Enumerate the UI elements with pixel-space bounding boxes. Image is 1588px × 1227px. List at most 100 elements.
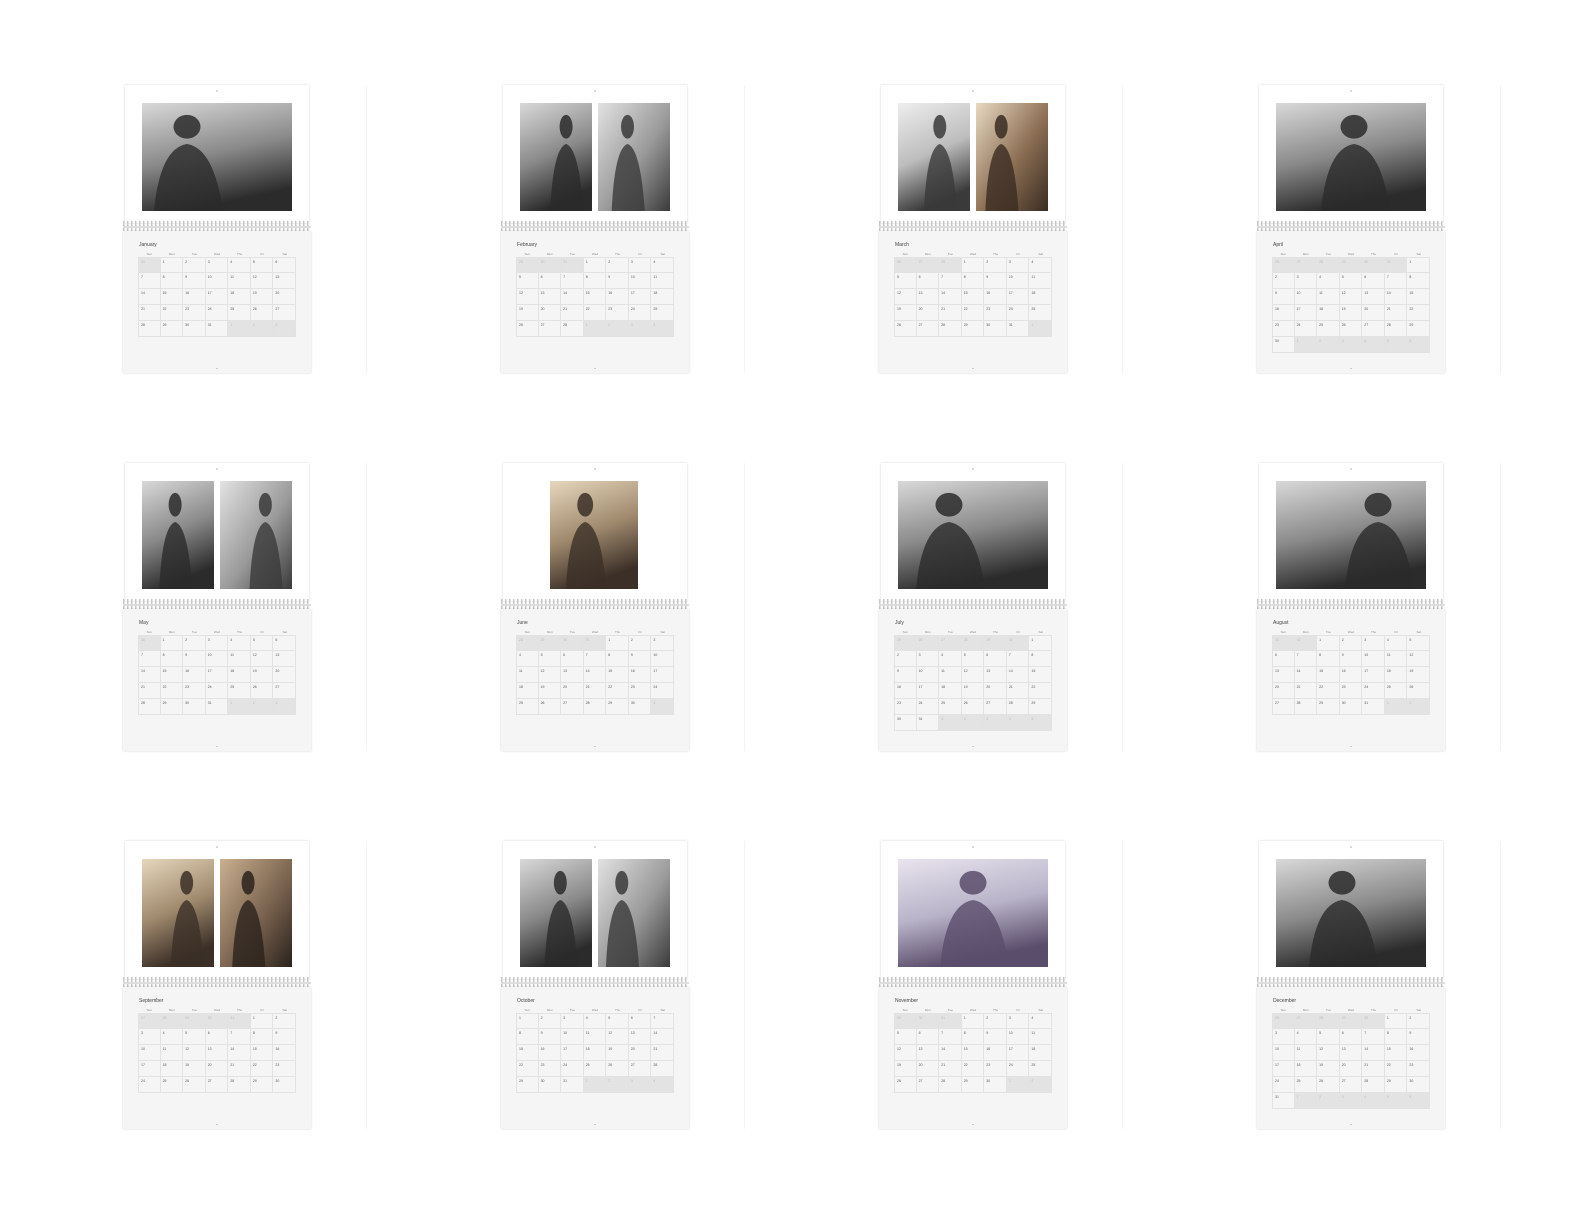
day-cell[interactable]: 24	[651, 683, 674, 699]
day-cell[interactable]: 2	[273, 1013, 296, 1029]
day-cell[interactable]: 25	[516, 699, 539, 715]
day-cell[interactable]: 16	[273, 1045, 296, 1061]
day-cell[interactable]: 28	[651, 1061, 674, 1077]
day-cell[interactable]: 21	[939, 1061, 962, 1077]
out-of-month-day[interactable]: 29	[516, 257, 539, 273]
day-cell[interactable]: 20	[984, 683, 1007, 699]
day-cell[interactable]: 28	[1362, 1077, 1385, 1093]
day-cell[interactable]: 5	[1407, 635, 1430, 651]
day-cell[interactable]: 26	[516, 321, 539, 337]
day-cell[interactable]: 3	[1006, 1013, 1030, 1029]
day-cell[interactable]: 22	[583, 305, 607, 321]
day-cell[interactable]: 19	[538, 683, 562, 699]
out-of-month-day[interactable]: 3	[628, 321, 652, 337]
day-cell[interactable]: 31	[1272, 1093, 1295, 1109]
day-cell[interactable]: 30	[984, 1077, 1007, 1093]
day-cell[interactable]: 5	[894, 1029, 917, 1045]
day-cell[interactable]: 28	[939, 321, 962, 337]
day-cell[interactable]: 14	[583, 667, 607, 683]
day-cell[interactable]: 29	[606, 699, 629, 715]
out-of-month-day[interactable]: 27	[939, 635, 962, 651]
day-cell[interactable]: 10	[1294, 289, 1318, 305]
out-of-month-day[interactable]: 2	[606, 321, 629, 337]
day-cell[interactable]: 26	[894, 321, 917, 337]
day-cell[interactable]: 10	[628, 273, 652, 289]
day-cell[interactable]: 4	[228, 257, 251, 273]
out-of-month-day[interactable]: 29	[538, 635, 562, 651]
day-cell[interactable]: 16	[628, 667, 652, 683]
day-cell[interactable]: 29	[1029, 699, 1052, 715]
out-of-month-day[interactable]: 3	[984, 715, 1007, 731]
day-cell[interactable]: 19	[894, 1061, 917, 1077]
day-cell[interactable]: 23	[984, 1061, 1007, 1077]
day-cell[interactable]: 9	[273, 1029, 296, 1045]
day-cell[interactable]: 1	[1384, 1013, 1408, 1029]
day-cell[interactable]: 15	[961, 1045, 985, 1061]
day-cell[interactable]: 19	[183, 1061, 206, 1077]
out-of-month-day[interactable]: 30	[205, 1013, 229, 1029]
calendar-august[interactable]: August Sun Mon Tue Wed Thu Fri Sat 30 31 1 2 3 4 5 6 7 8 9…	[1257, 463, 1445, 751]
calendar-may[interactable]: May Sun Mon Tue Wed Thu Fri Sat 30 1 2 3 4 5 6 7 8 9 10 11 1…	[123, 463, 311, 751]
day-cell[interactable]: 2	[1272, 273, 1295, 289]
day-cell[interactable]: 17	[138, 1061, 161, 1077]
day-cell[interactable]: 15	[516, 1045, 539, 1061]
day-cell[interactable]: 16	[984, 1045, 1007, 1061]
day-cell[interactable]: 27	[628, 1061, 652, 1077]
day-cell[interactable]: 30	[273, 1077, 296, 1093]
day-cell[interactable]: 15	[606, 667, 629, 683]
day-cell[interactable]: 22	[160, 683, 184, 699]
day-cell[interactable]: 13	[1339, 1045, 1363, 1061]
day-cell[interactable]: 21	[583, 683, 607, 699]
day-cell[interactable]: 26	[961, 699, 985, 715]
out-of-month-day[interactable]: 26	[894, 257, 917, 273]
out-of-month-day[interactable]: 1	[1029, 321, 1052, 337]
out-of-month-day[interactable]: 1	[583, 321, 607, 337]
day-cell[interactable]: 29	[961, 1077, 985, 1093]
day-cell[interactable]: 19	[250, 289, 274, 305]
out-of-month-day[interactable]: 3	[1339, 1093, 1363, 1109]
day-cell[interactable]: 12	[1317, 1045, 1340, 1061]
calendar-december[interactable]: December Sun Mon Tue Wed Thu Fri Sat 26 27 28 29 30 1…	[1257, 841, 1445, 1129]
day-cell[interactable]: 26	[183, 1077, 206, 1093]
day-cell[interactable]: 16	[1407, 1045, 1430, 1061]
day-cell[interactable]: 8	[583, 273, 607, 289]
day-cell[interactable]: 23	[538, 1061, 562, 1077]
day-cell[interactable]: 20	[1339, 1061, 1363, 1077]
day-cell[interactable]: 7	[1294, 651, 1318, 667]
day-cell[interactable]: 27	[916, 321, 940, 337]
day-cell[interactable]: 24	[1294, 321, 1318, 337]
day-cell[interactable]: 18	[1029, 289, 1052, 305]
day-cell[interactable]: 5	[606, 1013, 629, 1029]
day-cell[interactable]: 17	[1006, 1045, 1030, 1061]
day-cell[interactable]: 25	[228, 305, 251, 321]
day-cell[interactable]: 7	[138, 651, 161, 667]
day-cell[interactable]: 9	[628, 651, 652, 667]
day-cell[interactable]: 17	[1272, 1061, 1295, 1077]
day-cell[interactable]: 5	[250, 635, 274, 651]
day-cell[interactable]: 5	[183, 1029, 206, 1045]
calendar-november[interactable]: November Sun Mon Tue Wed Thu Fri Sat 29 30 31 1 2 3 4 5…	[879, 841, 1067, 1129]
day-cell[interactable]: 6	[916, 273, 940, 289]
day-cell[interactable]: 2	[183, 635, 206, 651]
out-of-month-day[interactable]: 2	[250, 699, 274, 715]
calendar-march[interactable]: March Sun Mon Tue Wed Thu Fri Sat 26 27 28 1 2 3 4 5 6 7 8…	[879, 85, 1067, 373]
day-cell[interactable]: 5	[961, 651, 985, 667]
day-cell[interactable]: 2	[1407, 1013, 1430, 1029]
day-cell[interactable]: 24	[1272, 1077, 1295, 1093]
day-cell[interactable]: 24	[916, 699, 940, 715]
day-cell[interactable]: 11	[160, 1045, 184, 1061]
day-cell[interactable]: 28	[583, 699, 607, 715]
day-cell[interactable]: 16	[1339, 667, 1363, 683]
day-cell[interactable]: 5	[894, 273, 917, 289]
day-cell[interactable]: 27	[561, 699, 584, 715]
day-cell[interactable]: 8	[1407, 273, 1430, 289]
day-cell[interactable]: 19	[1317, 1061, 1340, 1077]
day-cell[interactable]: 4	[939, 651, 962, 667]
day-cell[interactable]: 22	[961, 305, 985, 321]
day-cell[interactable]: 6	[205, 1029, 229, 1045]
day-cell[interactable]: 7	[939, 1029, 962, 1045]
day-cell[interactable]: 23	[183, 305, 206, 321]
day-cell[interactable]: 19	[1339, 305, 1363, 321]
day-cell[interactable]: 29	[160, 321, 184, 337]
out-of-month-day[interactable]: 30	[1362, 257, 1385, 273]
